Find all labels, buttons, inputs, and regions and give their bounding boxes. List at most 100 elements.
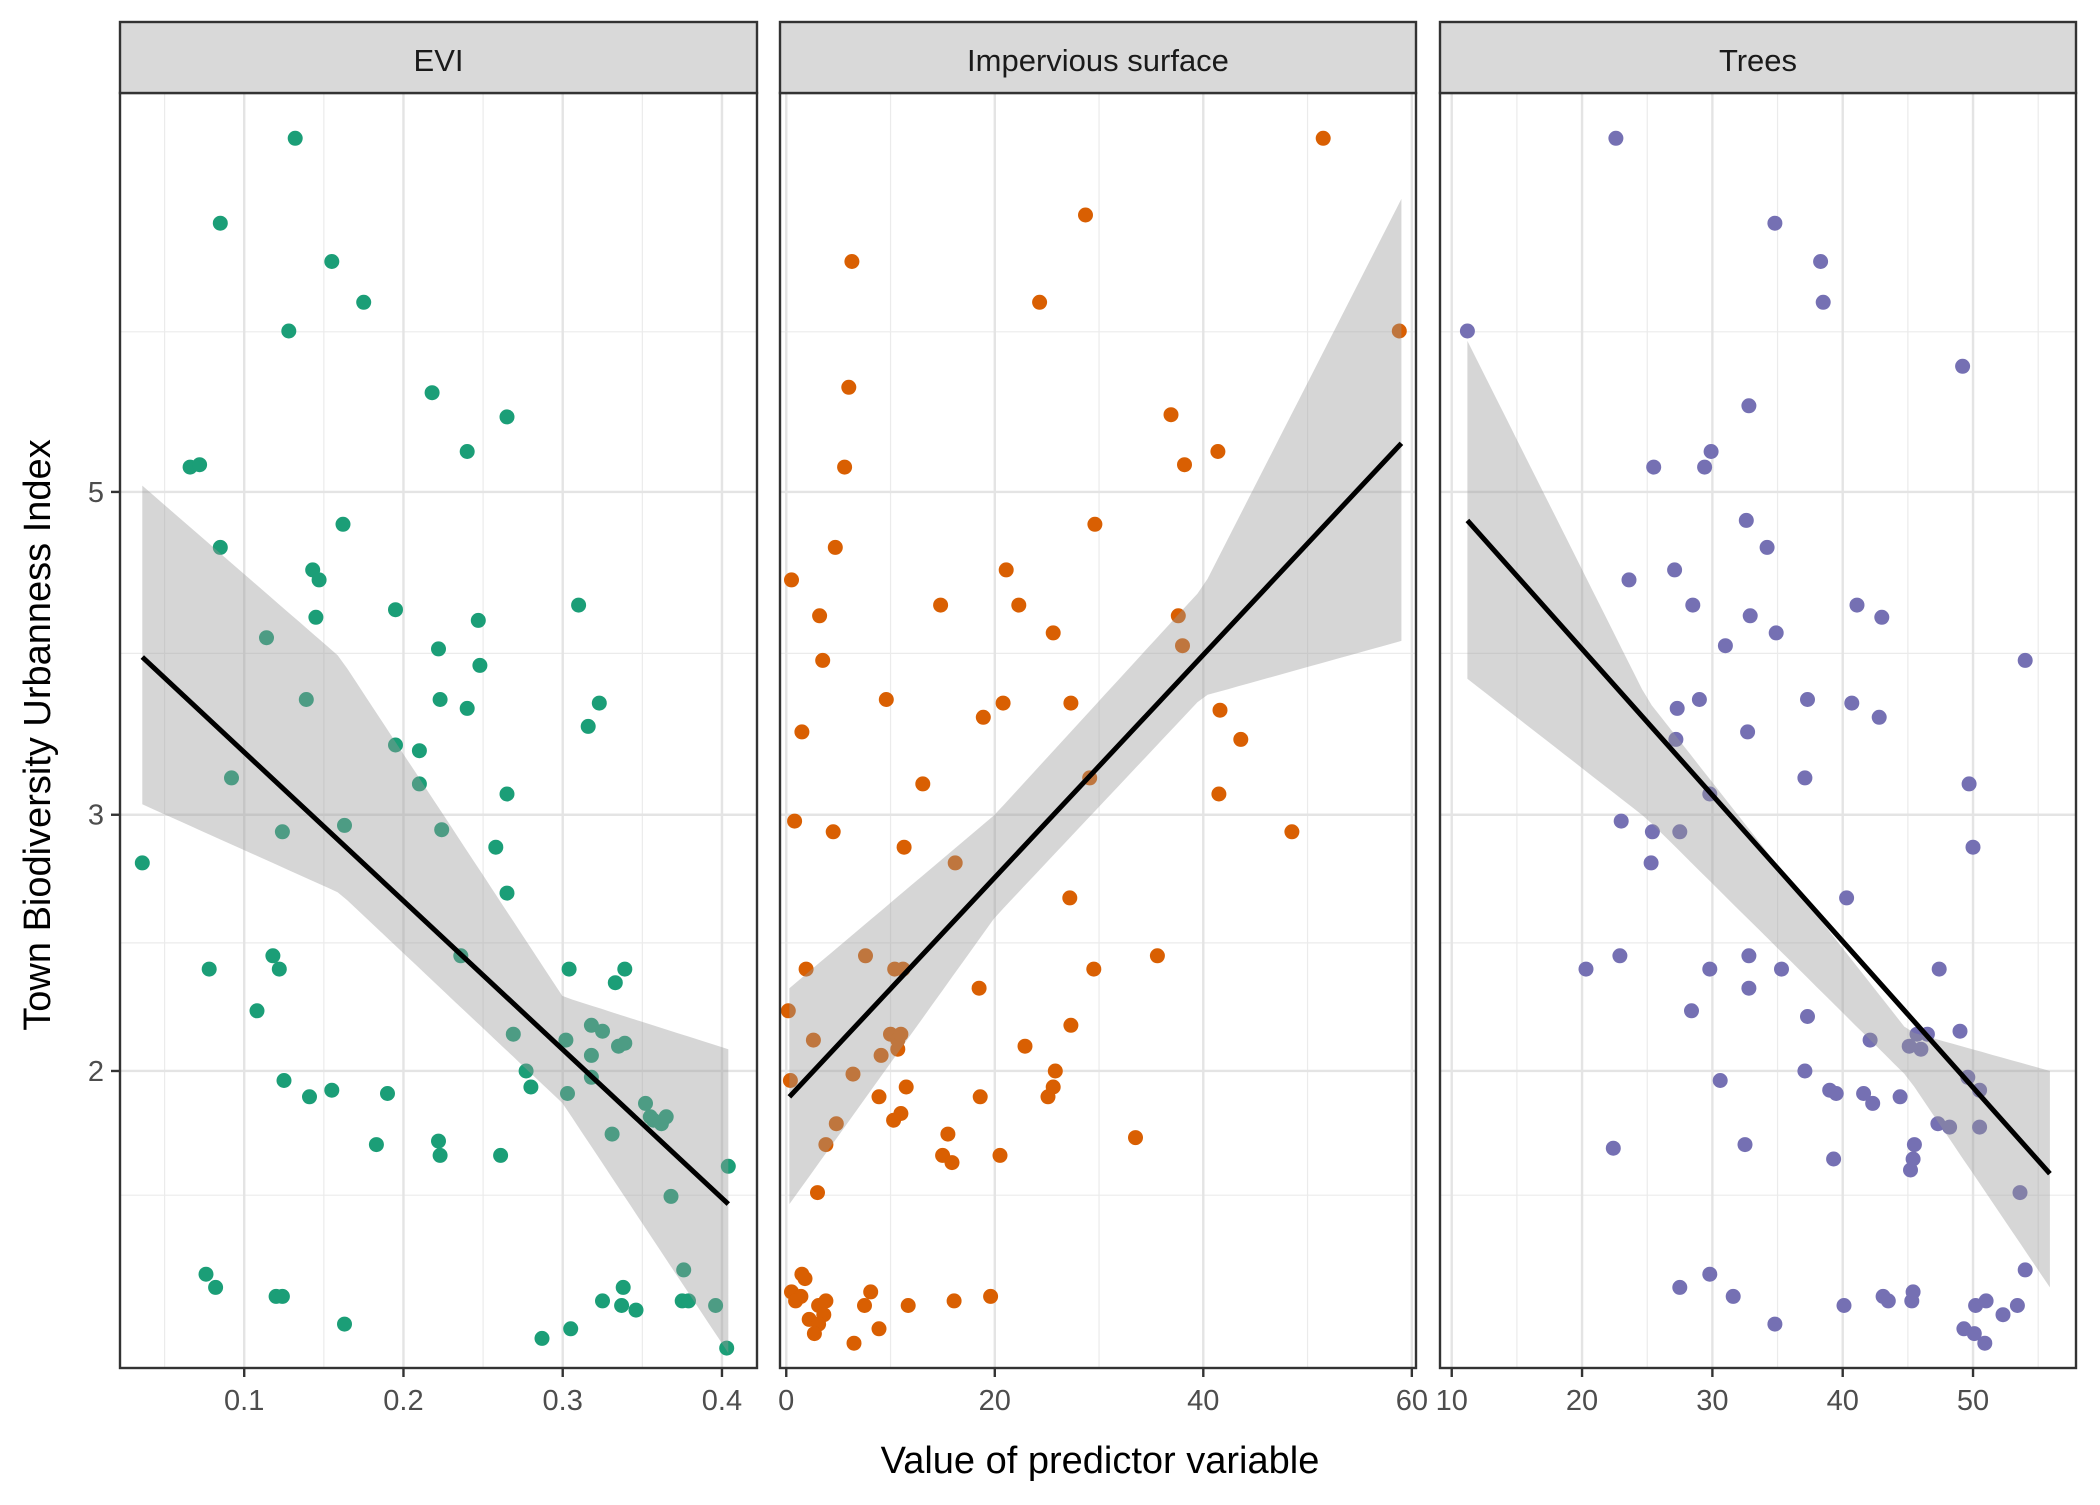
- data-point: [388, 737, 403, 753]
- data-point: [2009, 1298, 2025, 1313]
- data-point: [871, 1089, 887, 1105]
- data-point: [1906, 1137, 1922, 1153]
- data-point: [857, 1298, 872, 1313]
- data-point: [890, 1041, 906, 1057]
- facet-strip-label: EVI: [414, 43, 464, 78]
- facet-strip-label: Impervious surface: [967, 43, 1229, 78]
- x-tick-label: 50: [1957, 1385, 1989, 1417]
- data-point: [676, 1262, 692, 1278]
- data-point: [1170, 608, 1186, 624]
- data-point: [499, 786, 515, 802]
- facet-strip-label: Trees: [1719, 43, 1797, 78]
- data-point: [1828, 1086, 1844, 1101]
- data-point: [2017, 652, 2033, 668]
- data-point: [940, 1126, 956, 1142]
- data-point: [992, 1147, 1008, 1163]
- data-point: [1668, 731, 1684, 747]
- data-point: [794, 724, 810, 740]
- data-point: [915, 776, 931, 792]
- data-point: [886, 1112, 902, 1128]
- regression-line: [1465, 518, 2052, 1176]
- data-point: [1836, 1298, 1852, 1313]
- data-point: [1032, 294, 1048, 310]
- data-point: [846, 1335, 862, 1351]
- data-point: [198, 1266, 214, 1282]
- x-tick-label: 20: [979, 1385, 1011, 1417]
- panel-background: [1440, 93, 2076, 1368]
- data-point: [1844, 695, 1860, 711]
- data-point: [583, 1047, 599, 1063]
- data-point: [797, 1271, 813, 1287]
- facet-strip: [778, 20, 1418, 95]
- data-point: [499, 409, 515, 425]
- data-point: [1669, 700, 1685, 716]
- data-point: [595, 1023, 610, 1039]
- data-point: [663, 1188, 679, 1204]
- data-point: [893, 1026, 909, 1042]
- data-point: [604, 1126, 620, 1142]
- data-point: [561, 961, 577, 977]
- data-point: [1995, 1307, 2011, 1323]
- x-tick-label: 0.4: [702, 1385, 742, 1417]
- data-point: [1741, 948, 1757, 964]
- data-point: [1903, 1162, 1918, 1178]
- data-point: [432, 1147, 448, 1163]
- data-point: [806, 1326, 822, 1342]
- data-point: [1768, 625, 1784, 641]
- x-tick-label: 0: [778, 1385, 794, 1417]
- data-point: [518, 1063, 534, 1079]
- data-point: [1839, 890, 1855, 906]
- data-point: [1047, 1063, 1063, 1079]
- data-point: [472, 657, 488, 673]
- data-point: [1931, 961, 1947, 977]
- data-point: [1856, 1086, 1872, 1101]
- data-point: [1862, 1032, 1878, 1048]
- data-point: [828, 1116, 844, 1132]
- data-point: [201, 961, 217, 977]
- data-point: [271, 961, 287, 977]
- data-point: [1712, 1073, 1728, 1088]
- data-point: [638, 1095, 653, 1111]
- x-tick-label: 0.1: [224, 1385, 264, 1417]
- data-point: [681, 1293, 696, 1309]
- data-point: [431, 1133, 446, 1149]
- x-tick-label: 30: [1696, 1385, 1728, 1417]
- data-point: [1725, 1288, 1741, 1304]
- data-point: [971, 980, 987, 996]
- data-point: [947, 855, 963, 871]
- data-point: [337, 817, 352, 833]
- data-point: [356, 294, 372, 310]
- data-point: [1667, 562, 1683, 578]
- data-point: [488, 839, 504, 855]
- data-point: [658, 1109, 674, 1125]
- data-point: [411, 776, 427, 792]
- x-tick-label: 0.2: [383, 1385, 423, 1417]
- data-point: [274, 1288, 290, 1304]
- data-point: [287, 130, 303, 146]
- data-point: [784, 572, 799, 588]
- data-point: [812, 608, 828, 624]
- data-point: [212, 215, 228, 231]
- data-point: [1892, 1089, 1908, 1105]
- data-point: [617, 1035, 633, 1051]
- data-point: [815, 652, 831, 668]
- data-point: [1578, 961, 1594, 977]
- confidence-band: [142, 485, 729, 1354]
- data-point: [470, 612, 486, 628]
- data-point: [1815, 294, 1831, 310]
- data-point: [1961, 776, 1977, 792]
- data-point: [1175, 638, 1190, 654]
- data-point: [607, 975, 623, 991]
- data-point: [788, 1293, 804, 1309]
- data-point: [1977, 1335, 1993, 1351]
- data-point: [1684, 1003, 1699, 1019]
- x-tick-label: 40: [1827, 1385, 1859, 1417]
- data-point: [933, 597, 949, 613]
- data-point: [308, 609, 324, 625]
- data-point: [1865, 1095, 1881, 1111]
- data-point: [424, 385, 440, 401]
- data-point: [208, 1279, 224, 1295]
- data-point: [2017, 1262, 2033, 1278]
